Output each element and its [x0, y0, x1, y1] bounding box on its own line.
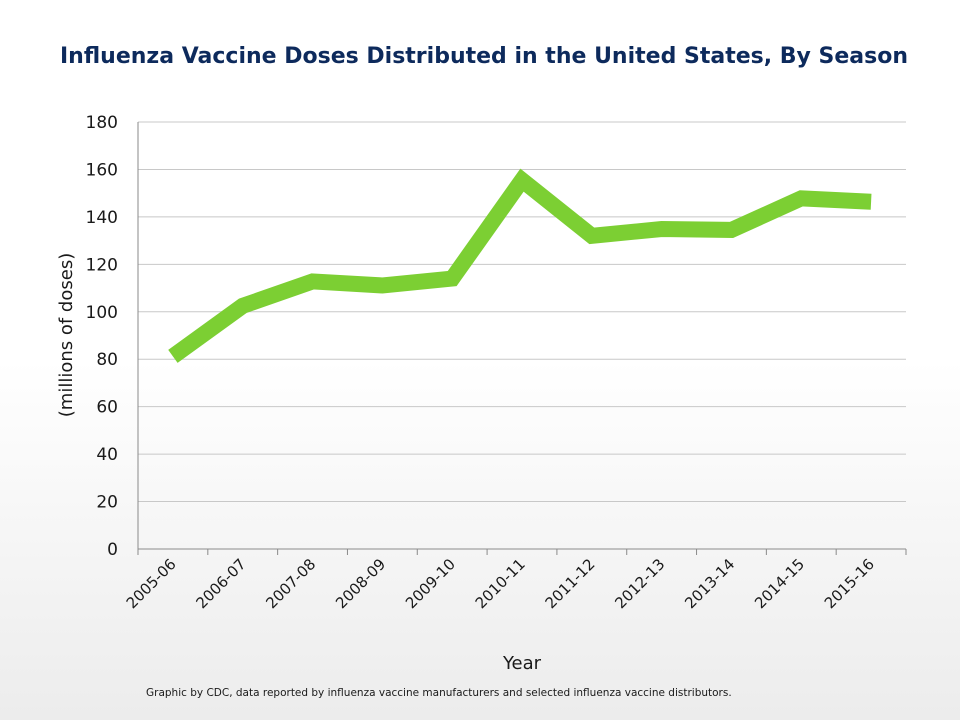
x-tick-label: 2007-08 [262, 555, 319, 612]
y-tick-label: 120 [86, 255, 118, 275]
x-axis-label: Year [502, 653, 542, 674]
y-tick-label: 80 [96, 350, 118, 370]
y-tick-label: 60 [96, 398, 118, 418]
y-axis-ticks: 0 20 40 60 80 100 120 140 160 180 [86, 113, 118, 560]
x-tick-label: 2010-11 [472, 555, 529, 612]
x-tick-label: 2005-06 [123, 555, 180, 612]
footnote: Graphic by CDC, data reported by influen… [146, 687, 732, 699]
x-tick-label: 2008-09 [332, 555, 389, 612]
x-tick-label: 2012-13 [611, 555, 668, 612]
y-tick-label: 180 [86, 113, 118, 133]
series-line [168, 168, 872, 363]
y-tick-label: 20 [96, 493, 118, 513]
x-tick-label: 2014-15 [751, 555, 808, 612]
x-tick-label: 2009-10 [402, 555, 459, 612]
y-axis-label: (millions of doses) [56, 253, 77, 417]
x-tick-label: 2015-16 [821, 555, 878, 612]
x-tick-label: 2011-12 [542, 555, 599, 612]
x-tick-label: 2013-14 [681, 555, 738, 612]
gridlines [137, 121, 907, 555]
y-tick-label: 140 [86, 208, 118, 228]
y-tick-label: 40 [96, 445, 118, 465]
y-tick-label: 100 [86, 303, 118, 323]
chart-title: Influenza Vaccine Doses Distributed in t… [60, 44, 908, 69]
series-group [168, 168, 872, 363]
y-tick-label: 160 [86, 160, 118, 180]
x-axis-ticks: 2005-06 2006-07 2007-08 2008-09 2009-10 2010-… [123, 555, 878, 612]
x-tick-label: 2006-07 [193, 555, 250, 612]
y-tick-label: 0 [107, 540, 118, 560]
